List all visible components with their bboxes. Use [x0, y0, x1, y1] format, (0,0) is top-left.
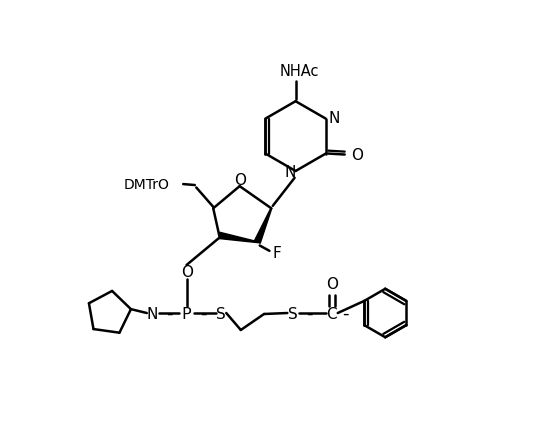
- Text: O: O: [182, 265, 193, 279]
- Text: N: N: [147, 306, 158, 321]
- Text: S: S: [288, 306, 298, 321]
- Polygon shape: [254, 208, 272, 244]
- Text: -: -: [166, 304, 173, 322]
- Text: P: P: [182, 306, 191, 321]
- Text: DMTrO: DMTrO: [124, 178, 169, 192]
- Text: N: N: [328, 111, 340, 126]
- Text: N: N: [284, 164, 295, 179]
- Text: C: C: [327, 306, 337, 321]
- Text: O: O: [233, 173, 246, 187]
- Text: F: F: [272, 246, 281, 261]
- Text: -: -: [200, 304, 207, 322]
- Text: -: -: [306, 304, 312, 322]
- Text: O: O: [326, 277, 338, 292]
- Text: O: O: [351, 148, 363, 162]
- Polygon shape: [219, 233, 257, 243]
- Text: NHAc: NHAc: [280, 64, 319, 78]
- Text: -: -: [342, 304, 349, 322]
- Text: S: S: [215, 306, 225, 321]
